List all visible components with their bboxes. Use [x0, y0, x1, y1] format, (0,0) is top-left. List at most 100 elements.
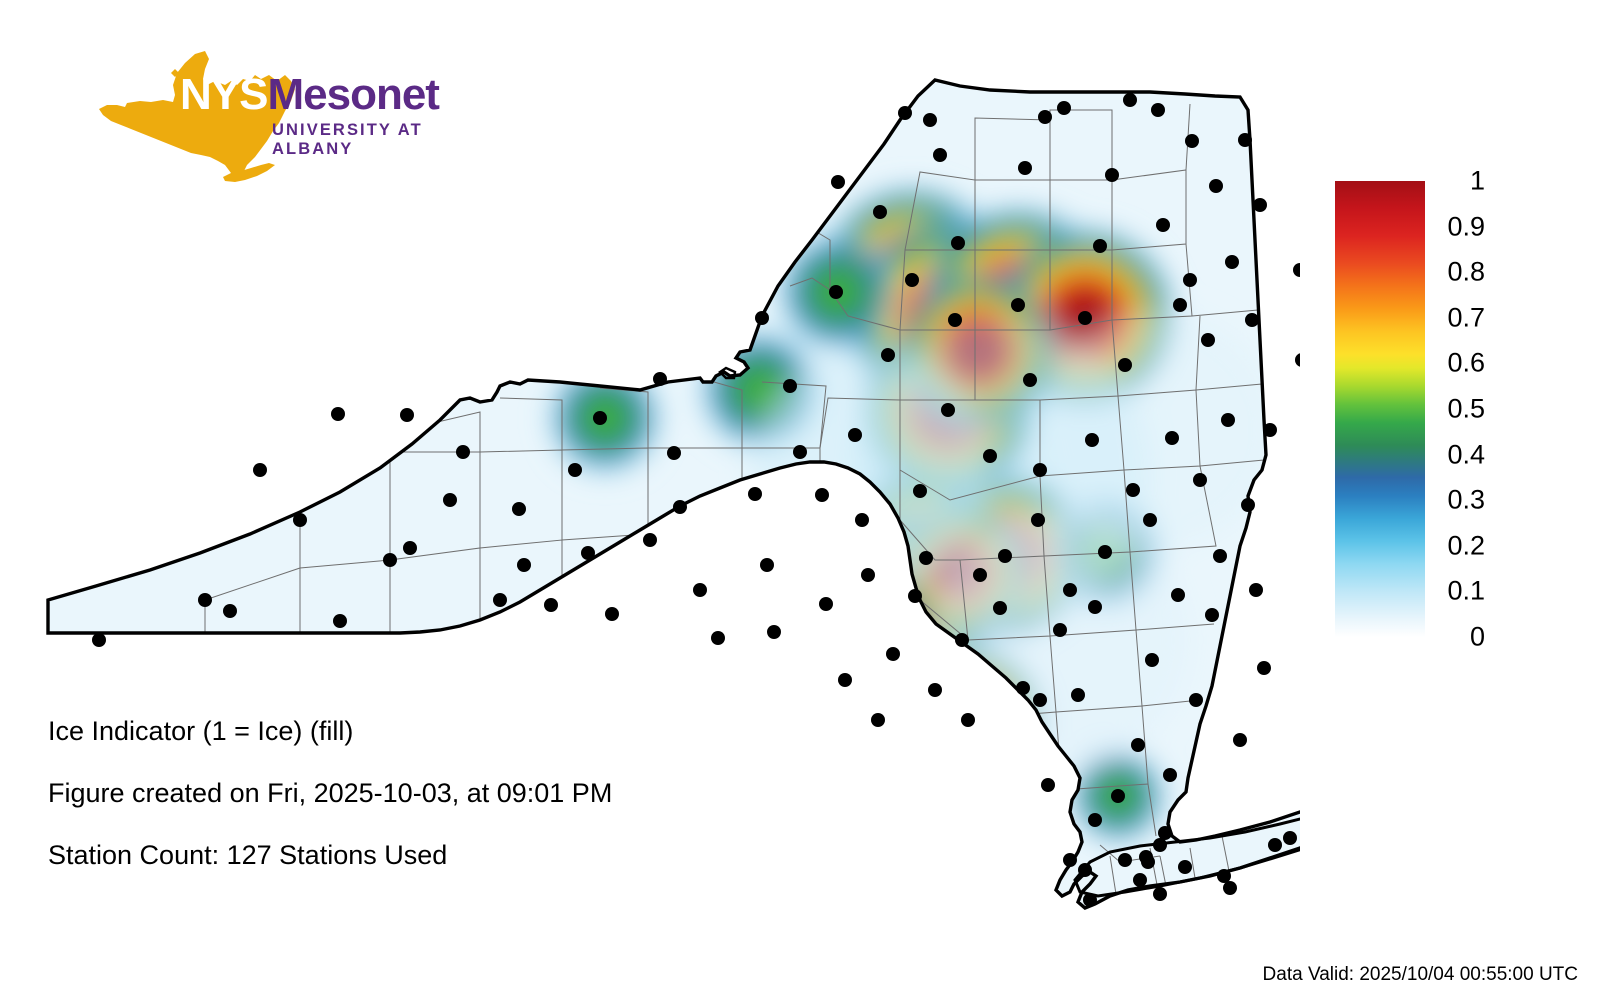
station-marker: [1041, 778, 1055, 792]
station-marker: [873, 205, 887, 219]
station-marker: [1078, 311, 1092, 325]
station-marker: [403, 541, 417, 555]
station-marker: [898, 106, 912, 120]
station-marker: [748, 487, 762, 501]
colorbar-tick-1: 1: [1469, 165, 1485, 196]
station-marker: [1053, 623, 1067, 637]
station-marker: [815, 488, 829, 502]
station-marker: [1118, 358, 1132, 372]
station-marker: [955, 633, 969, 647]
colorbar-tick-0-5: 0.5: [1447, 393, 1485, 424]
station-marker: [767, 625, 781, 639]
station-marker: [1038, 110, 1052, 124]
station-marker: [919, 551, 933, 565]
station-marker: [886, 647, 900, 661]
station-marker: [1143, 513, 1157, 527]
station-marker: [331, 407, 345, 421]
station-marker: [1093, 239, 1107, 253]
nys-mesonet-logo: NYS Mesonet UNIVERSITY AT ALBANY: [55, 45, 440, 190]
caption-created: Figure created on Fri, 2025-10-03, at 09…: [48, 778, 613, 808]
station-marker: [1158, 826, 1172, 840]
station-marker: [1153, 838, 1167, 852]
station-marker: [1131, 738, 1145, 752]
colorbar-tick-0: 0: [1469, 621, 1485, 652]
station-marker: [1085, 433, 1099, 447]
station-marker: [1283, 831, 1297, 845]
station-marker: [1171, 588, 1185, 602]
station-marker: [593, 411, 607, 425]
station-marker: [1241, 498, 1255, 512]
station-marker: [1217, 869, 1231, 883]
station-marker: [793, 445, 807, 459]
station-marker: [1151, 103, 1165, 117]
station-marker: [983, 449, 997, 463]
station-marker: [755, 311, 769, 325]
station-marker: [838, 673, 852, 687]
station-marker: [1156, 218, 1170, 232]
station-marker: [1141, 855, 1155, 869]
station-marker: [831, 175, 845, 189]
station-marker: [1205, 608, 1219, 622]
station-marker: [1111, 789, 1125, 803]
colorbar-tick-0-3: 0.3: [1447, 484, 1485, 515]
station-marker: [1126, 483, 1140, 497]
station-marker: [1016, 681, 1030, 695]
station-marker: [92, 633, 106, 647]
station-marker: [951, 236, 965, 250]
long-island-outline: [1073, 817, 1300, 898]
heat-haze: [1040, 310, 1280, 550]
station-marker: [1163, 768, 1177, 782]
station-marker: [253, 463, 267, 477]
station-marker: [667, 446, 681, 460]
colorbar-tick-0-1: 0.1: [1447, 575, 1485, 606]
station-marker: [819, 597, 833, 611]
station-marker: [1253, 198, 1267, 212]
logo-university-text: UNIVERSITY AT ALBANY: [272, 121, 423, 158]
station-marker: [544, 598, 558, 612]
station-marker: [456, 445, 470, 459]
station-marker: [1105, 168, 1119, 182]
station-marker: [1233, 733, 1247, 747]
station-marker: [933, 148, 947, 162]
station-marker: [512, 502, 526, 516]
station-marker: [1257, 661, 1271, 675]
station-marker: [973, 568, 987, 582]
station-markers-layer: [92, 93, 1300, 907]
station-marker: [693, 583, 707, 597]
station-marker: [1178, 860, 1192, 874]
station-marker: [581, 546, 595, 560]
station-marker: [1225, 255, 1239, 269]
station-marker: [223, 604, 237, 618]
station-marker: [908, 589, 922, 603]
station-marker: [493, 593, 507, 607]
logo-mesonet-text: Mesonet: [267, 70, 439, 119]
station-marker: [913, 484, 927, 498]
station-marker: [1023, 373, 1037, 387]
logo-nys-text: NYS: [180, 70, 268, 119]
station-marker: [1063, 583, 1077, 597]
station-marker: [923, 113, 937, 127]
colorbar-tick-0-6: 0.6: [1447, 347, 1485, 378]
station-marker: [1213, 549, 1227, 563]
station-marker: [1088, 813, 1102, 827]
station-marker: [653, 372, 667, 386]
colorbar-tick-0-9: 0.9: [1447, 211, 1485, 242]
colorbar-gradient: [1335, 181, 1425, 637]
station-marker: [1189, 693, 1203, 707]
station-marker: [998, 549, 1012, 563]
station-marker: [861, 568, 875, 582]
station-marker: [443, 493, 457, 507]
caption-station-count: Station Count: 127 Stations Used: [48, 840, 448, 870]
station-marker: [1118, 853, 1132, 867]
map-svg: [46, 78, 1300, 910]
station-marker: [1133, 873, 1147, 887]
colorbar-tick-labels: 1 0.9 0.8 0.7 0.6 0.5 0.4 0.3 0.2 0.1 0: [1335, 167, 1485, 650]
station-marker: [1063, 853, 1077, 867]
station-marker: [928, 683, 942, 697]
station-marker: [1295, 353, 1300, 367]
station-marker: [293, 513, 307, 527]
colorbar-tick-0-7: 0.7: [1447, 302, 1485, 333]
station-marker: [1173, 298, 1187, 312]
colorbar-tick-0-8: 0.8: [1447, 256, 1485, 287]
station-marker: [673, 500, 687, 514]
